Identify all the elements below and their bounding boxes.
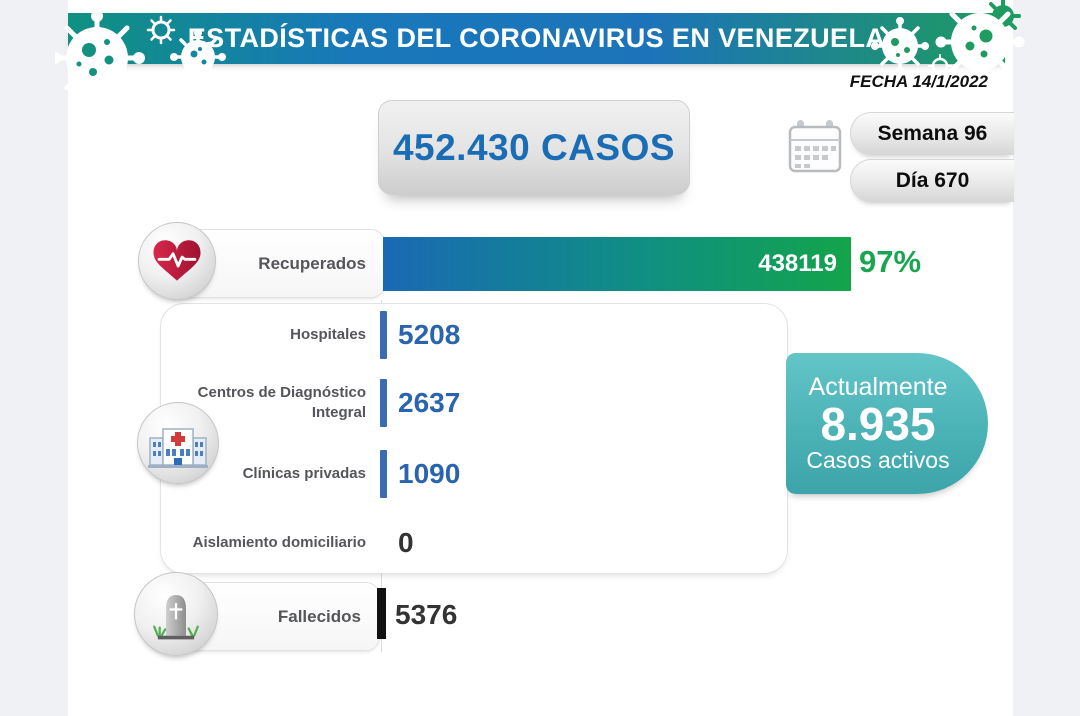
facility-label: Clínicas privadas bbox=[242, 465, 366, 482]
facility-row-cdi: Centros de Diagnóstico Integral 2637 bbox=[170, 379, 460, 427]
recovered-value: 438119 bbox=[758, 250, 837, 277]
facility-tick bbox=[380, 450, 387, 498]
total-cases-box: 452.430 CASOS bbox=[378, 100, 690, 195]
recovered-label: Recuperados bbox=[258, 253, 366, 273]
heart-pulse-icon bbox=[138, 222, 216, 300]
facility-value: 0 bbox=[398, 527, 414, 558]
facility-row-aislamiento: Aislamiento domiciliario 0 bbox=[170, 516, 414, 570]
active-cases-subcaption: Casos activos bbox=[806, 447, 950, 473]
total-cases-value: 452.430 CASOS bbox=[392, 126, 676, 168]
facility-value: 2637 bbox=[398, 387, 461, 418]
facility-label: Centros de Diagnóstico Integral bbox=[197, 384, 366, 421]
facilities-panel bbox=[160, 303, 788, 574]
deceased-label: Fallecidos bbox=[277, 606, 361, 626]
deceased-value: 5376 bbox=[395, 599, 458, 630]
active-cases-value: 8.935 bbox=[820, 398, 936, 450]
facility-row-hospitales: Hospitales 5208 bbox=[170, 311, 460, 359]
page-margin-right bbox=[1013, 0, 1080, 716]
tombstone-icon bbox=[134, 572, 218, 656]
date-label: FECHA 14/1/2022 bbox=[849, 72, 988, 91]
recovered-bar: 438119 bbox=[383, 237, 851, 291]
deceased-tick bbox=[377, 588, 386, 639]
facility-tick bbox=[380, 311, 387, 359]
calendar-icon bbox=[788, 120, 842, 173]
active-cases-bubble: Actualmente 8.935 Casos activos bbox=[786, 353, 988, 494]
hospital-icon bbox=[137, 402, 219, 484]
day-label: Día 670 bbox=[895, 168, 970, 192]
day-pill: Día 670 bbox=[850, 159, 1014, 202]
recovered-percent: 97% bbox=[859, 244, 922, 279]
facility-tick bbox=[380, 379, 387, 427]
facility-value: 5208 bbox=[398, 319, 461, 350]
header-banner: ESTADÍSTICAS DEL CORONAVIRUS EN VENEZUEL… bbox=[68, 13, 1005, 64]
week-label: Semana 96 bbox=[877, 121, 988, 145]
week-pill: Semana 96 bbox=[850, 112, 1014, 155]
page-margin-left bbox=[0, 0, 68, 716]
facility-row-clinicas: Clínicas privadas 1090 bbox=[170, 450, 460, 498]
facility-label: Hospitales bbox=[290, 326, 366, 343]
facility-label: Aislamiento domiciliario bbox=[192, 534, 366, 551]
page-title: ESTADÍSTICAS DEL CORONAVIRUS EN VENEZUEL… bbox=[187, 23, 886, 53]
facility-value: 1090 bbox=[398, 458, 461, 489]
active-cases-caption: Actualmente bbox=[808, 373, 948, 401]
